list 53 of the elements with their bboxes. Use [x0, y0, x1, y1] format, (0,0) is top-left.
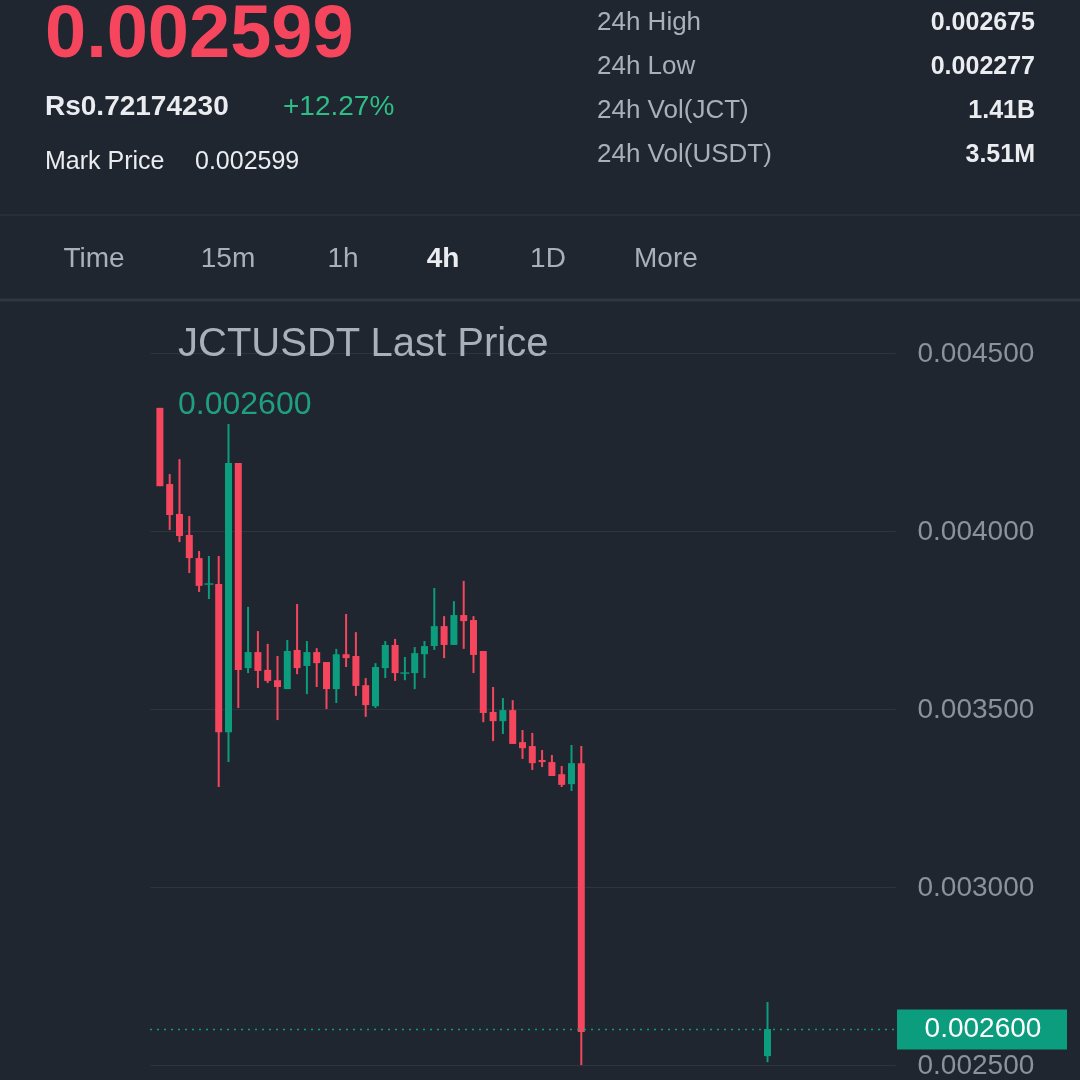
candlestick [303, 640, 311, 696]
text: 24h Vol(USDT) [597, 138, 772, 168]
candlestick [293, 603, 301, 676]
y-tick-label: 0.002500 [917, 1048, 1035, 1080]
candlestick [313, 647, 321, 688]
candlestick [185, 515, 193, 575]
candlestick [274, 655, 281, 722]
text: +12.27% [283, 90, 395, 121]
candlestick [460, 579, 468, 650]
candlestick [176, 458, 183, 544]
candlestick [204, 554, 214, 601]
text: JCTUSDT Last Price [178, 320, 549, 364]
text: Time [63, 242, 125, 273]
y-tick-label: 0.004000 [917, 514, 1035, 546]
y-tick-label: 0.003500 [917, 692, 1035, 724]
text: 0.002599 [45, 0, 354, 73]
text: 1h [327, 242, 359, 273]
ref-line-label: 0.002600 [924, 1012, 1042, 1044]
candlestick [519, 729, 526, 760]
candlestick [381, 640, 389, 680]
text: 24h Low [597, 50, 696, 80]
candlestick [244, 605, 252, 675]
candlestick [568, 744, 575, 792]
candlestick [254, 630, 262, 690]
annotation: 0.002600 [178, 385, 312, 421]
text: 1.41B [968, 95, 1035, 123]
candlestick [421, 640, 428, 680]
text: 3.51M [965, 139, 1035, 167]
text: Rs0.72174230 [45, 90, 229, 121]
text: 24h Vol(JCT) [597, 94, 749, 124]
text: More [634, 242, 698, 273]
candlestick [489, 685, 497, 743]
candlestick [400, 656, 410, 682]
text: 4h [426, 242, 460, 273]
candlestick [440, 615, 448, 660]
text: 0.002599 [195, 146, 300, 174]
candlestick [342, 612, 350, 669]
candlestick [528, 731, 536, 771]
candlestick [430, 587, 438, 651]
candlestick [548, 753, 556, 777]
text: 24h High [597, 6, 702, 36]
y-tick-label: 0.004500 [917, 336, 1035, 368]
text: 0.002675 [930, 7, 1036, 35]
candlestick [362, 677, 370, 718]
text: Mark Price [45, 146, 165, 174]
candlestick [411, 646, 419, 691]
text: 15m [200, 242, 256, 273]
candlestick [558, 765, 566, 789]
text: 1D [530, 242, 566, 273]
text: 0.002277 [930, 51, 1035, 79]
candlestick [264, 642, 272, 685]
y-tick-label: 0.003000 [917, 870, 1035, 902]
candlestick [499, 697, 507, 735]
